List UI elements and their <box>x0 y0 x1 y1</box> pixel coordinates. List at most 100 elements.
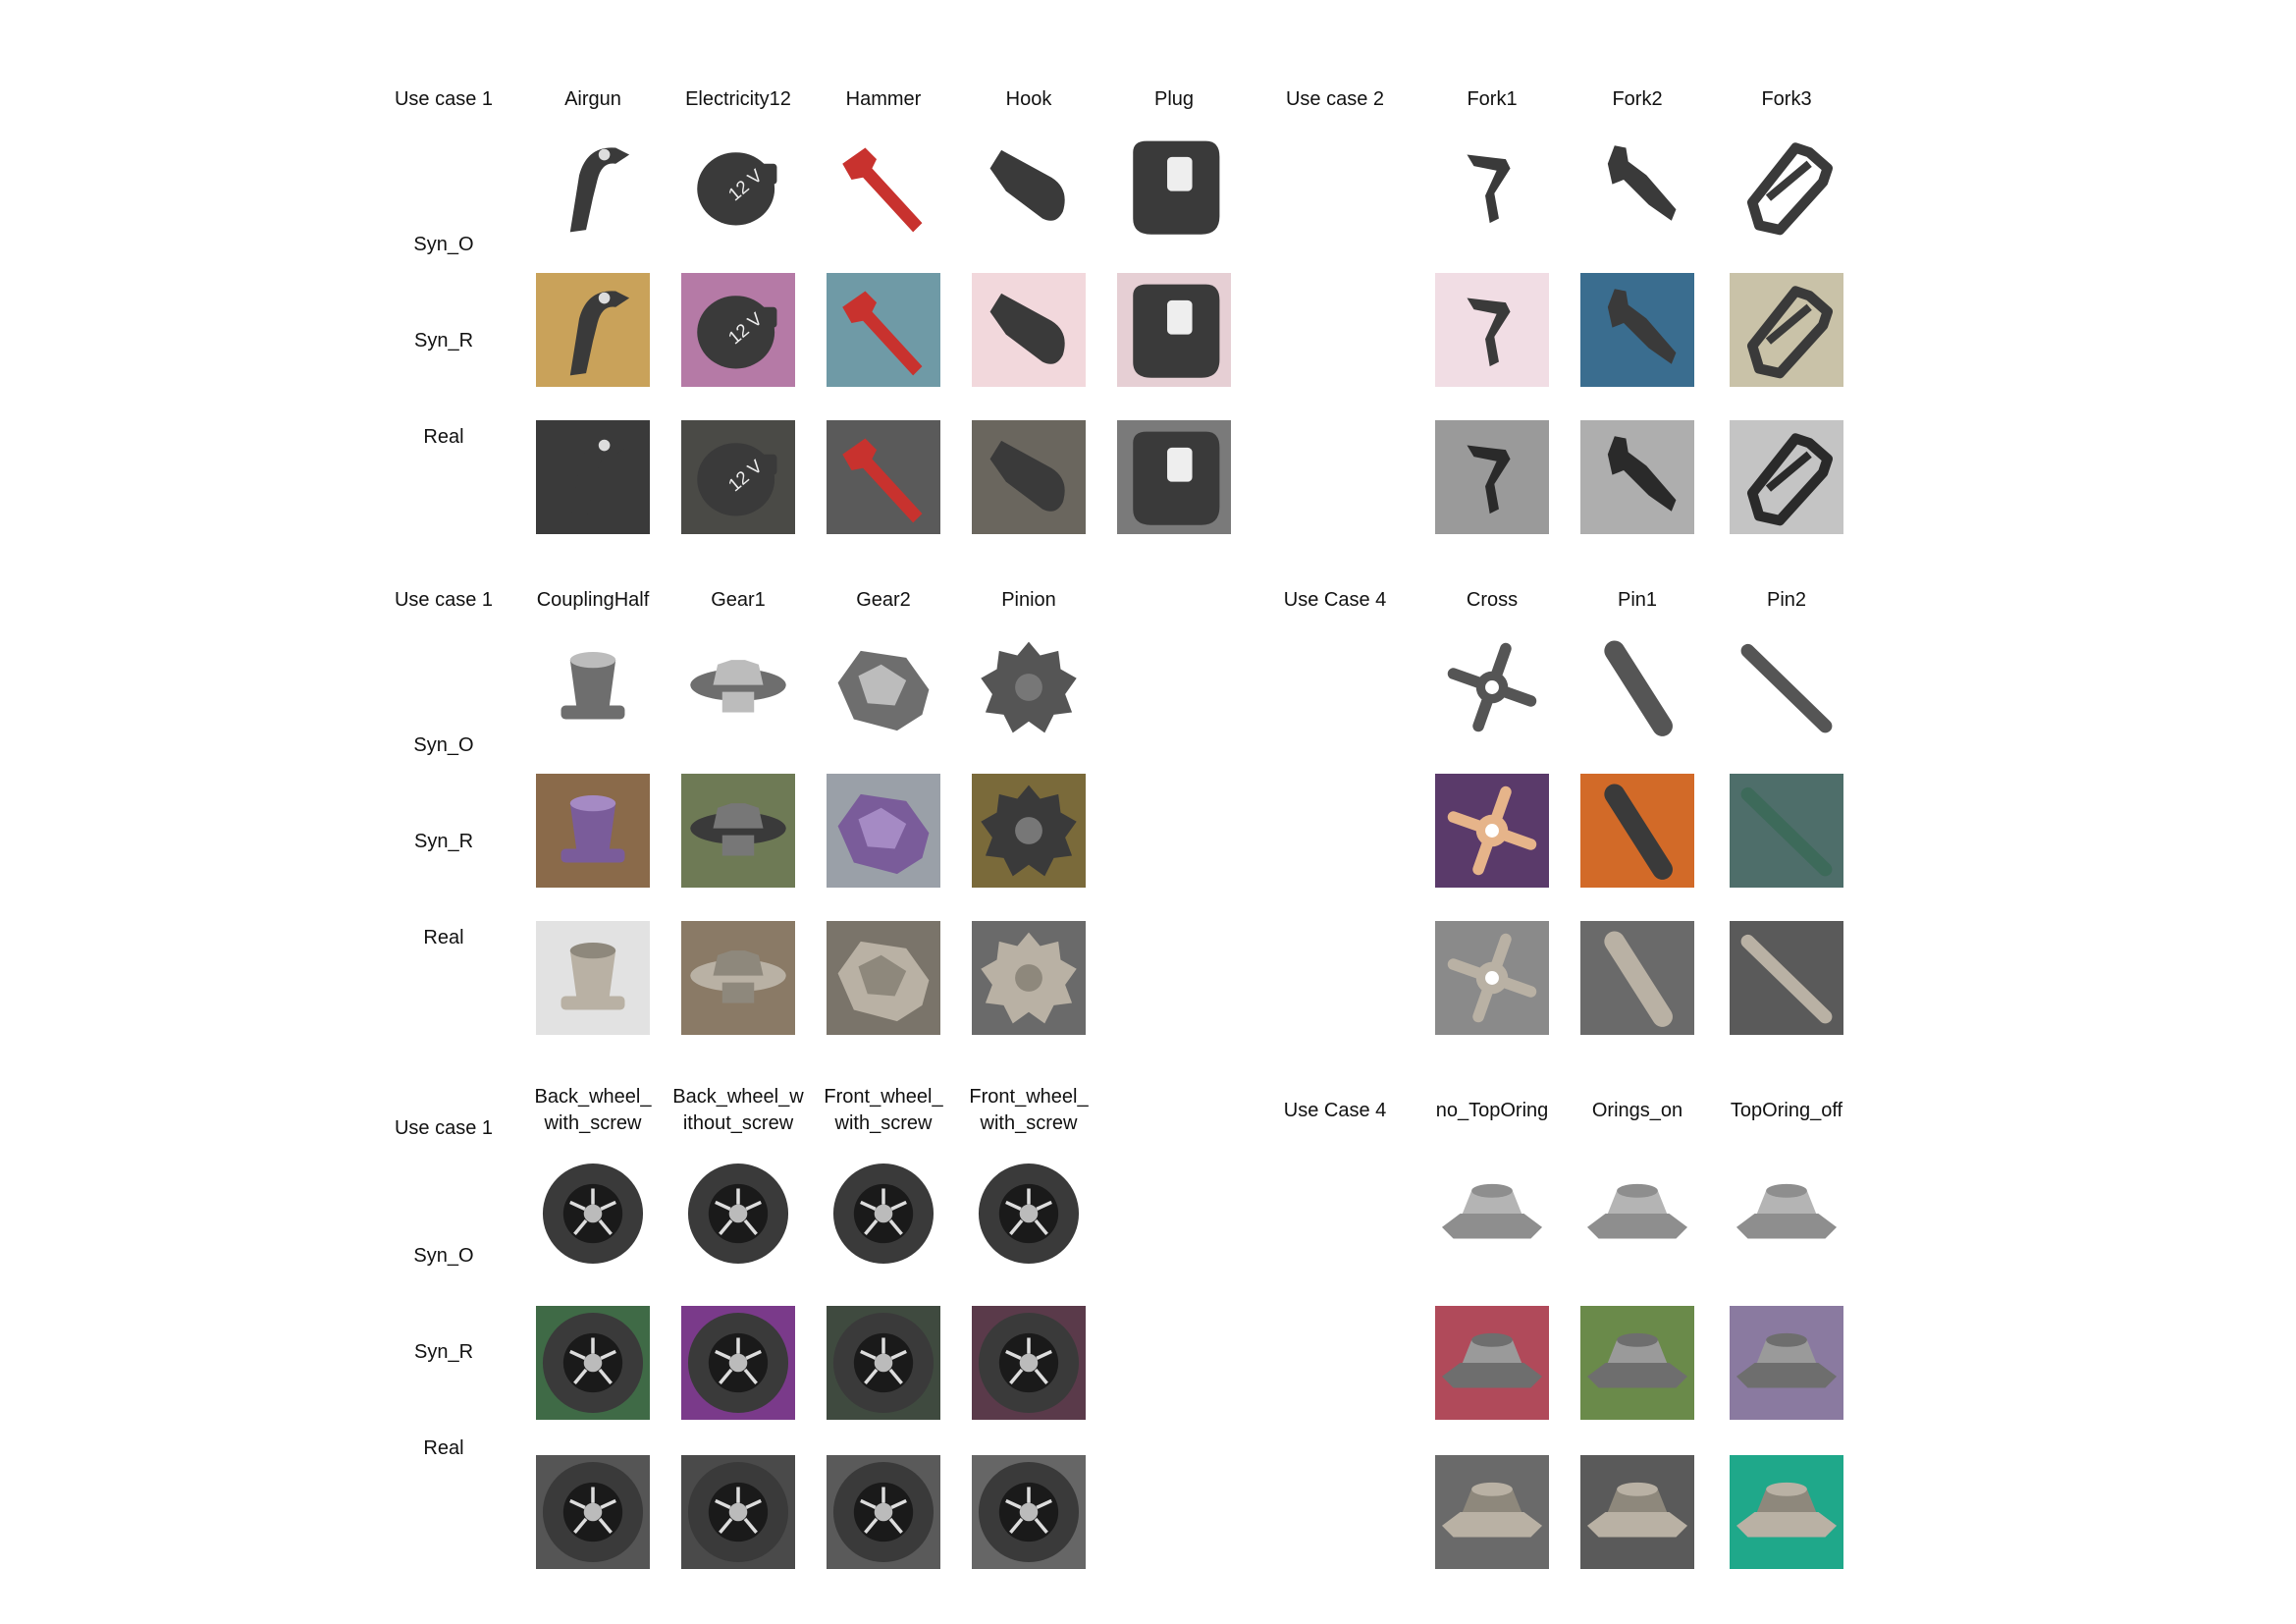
real-image <box>1730 420 1843 534</box>
syn-o-image <box>827 1157 940 1271</box>
object-label: Hammer <box>845 88 922 110</box>
real-image <box>1435 1455 1549 1569</box>
object-label: Pin2 <box>1766 589 1807 611</box>
row-label: Syn_O <box>413 234 474 255</box>
use-case-label: Use case 1 <box>394 589 494 611</box>
syn-o-image <box>972 130 1086 244</box>
object-label: Pinion <box>1001 589 1056 611</box>
object-label: Pin1 <box>1617 589 1658 611</box>
syn-o-image <box>972 630 1086 744</box>
real-image <box>1435 420 1549 534</box>
real-image <box>1117 420 1231 534</box>
syn-r-image <box>972 273 1086 387</box>
use-case-label: Use case 2 <box>1285 88 1385 110</box>
syn-o-image <box>1435 130 1549 244</box>
syn-r-image <box>681 1306 795 1420</box>
real-image: 12 V <box>681 420 795 534</box>
syn-r-image <box>1580 273 1694 387</box>
real-image <box>827 1455 940 1569</box>
use-case-label: Use Case 4 <box>1283 589 1387 611</box>
syn-o-image <box>681 1157 795 1271</box>
syn-o-image <box>1580 130 1694 244</box>
use-case-label: Use Case 4 <box>1283 1100 1387 1121</box>
syn-r-image <box>972 774 1086 888</box>
object-label: Hook <box>1005 88 1052 110</box>
real-image <box>827 420 940 534</box>
syn-o-image <box>536 130 650 244</box>
syn-o-image <box>1580 1157 1694 1271</box>
syn-o-image <box>681 630 795 744</box>
syn-r-image <box>681 774 795 888</box>
syn-r-image <box>1435 774 1549 888</box>
real-image <box>536 1455 650 1569</box>
object-label: Fork2 <box>1612 88 1663 110</box>
row-label: Syn_O <box>413 1245 474 1267</box>
real-image <box>1730 1455 1843 1569</box>
real-image <box>972 1455 1086 1569</box>
real-image <box>972 921 1086 1035</box>
real-image <box>972 420 1086 534</box>
syn-r-image <box>1730 774 1843 888</box>
syn-o-image <box>972 1157 1086 1271</box>
syn-o-image <box>1435 1157 1549 1271</box>
use-case-label: Use case 1 <box>394 1117 494 1139</box>
real-image <box>536 921 650 1035</box>
syn-r-image <box>972 1306 1086 1420</box>
row-label: Syn_R <box>413 831 474 852</box>
syn-r-image <box>1580 774 1694 888</box>
syn-r-image <box>536 1306 650 1420</box>
object-label: Front_wheel_ with_screw <box>824 1086 943 1134</box>
syn-r-image: 12 V <box>681 273 795 387</box>
real-image <box>536 420 650 534</box>
real-image <box>1580 420 1694 534</box>
syn-r-image <box>1435 273 1549 387</box>
real-image <box>1580 921 1694 1035</box>
syn-r-image <box>827 273 940 387</box>
object-label: Gear2 <box>856 589 911 611</box>
object-label: Orings_on <box>1591 1100 1683 1121</box>
object-label: Cross <box>1466 589 1519 611</box>
row-label: Syn_O <box>413 734 474 756</box>
object-label: Front_wheel_ with_screw <box>969 1086 1089 1134</box>
real-image <box>1435 921 1549 1035</box>
syn-o-image <box>1730 130 1843 244</box>
object-label: Back_wheel_w ithout_screw <box>672 1086 804 1134</box>
syn-o-image: 12 V <box>681 130 795 244</box>
object-label: CouplingHalf <box>536 589 650 611</box>
syn-r-image <box>1580 1306 1694 1420</box>
real-image <box>681 921 795 1035</box>
syn-r-image <box>1730 1306 1843 1420</box>
syn-r-image <box>827 1306 940 1420</box>
row-label: Real <box>423 927 464 948</box>
real-image <box>681 1455 795 1569</box>
object-label: Electricity12 <box>685 88 791 110</box>
object-label: Fork1 <box>1467 88 1518 110</box>
syn-o-image <box>1435 630 1549 744</box>
syn-r-image <box>536 273 650 387</box>
object-label: no_TopOring <box>1435 1100 1549 1121</box>
object-label: Back_wheel_ with_screw <box>534 1086 652 1134</box>
syn-o-image <box>1730 1157 1843 1271</box>
syn-o-image <box>827 130 940 244</box>
syn-o-image <box>536 1157 650 1271</box>
object-label: Airgun <box>564 88 621 110</box>
syn-r-image <box>1117 273 1231 387</box>
real-image <box>827 921 940 1035</box>
object-label: Fork3 <box>1761 88 1812 110</box>
object-label: Gear1 <box>711 589 766 611</box>
syn-o-image <box>1580 630 1694 744</box>
syn-o-image <box>1117 130 1231 244</box>
syn-o-image <box>1730 630 1843 744</box>
syn-r-image <box>827 774 940 888</box>
object-label: TopOring_off <box>1730 1100 1843 1121</box>
row-label: Real <box>423 1437 464 1459</box>
row-label: Syn_R <box>413 330 474 352</box>
syn-r-image <box>1730 273 1843 387</box>
syn-o-image <box>827 630 940 744</box>
use-case-label: Use case 1 <box>394 88 494 110</box>
object-label: Plug <box>1153 88 1195 110</box>
syn-r-image <box>1435 1306 1549 1420</box>
real-image <box>1580 1455 1694 1569</box>
syn-o-image <box>536 630 650 744</box>
